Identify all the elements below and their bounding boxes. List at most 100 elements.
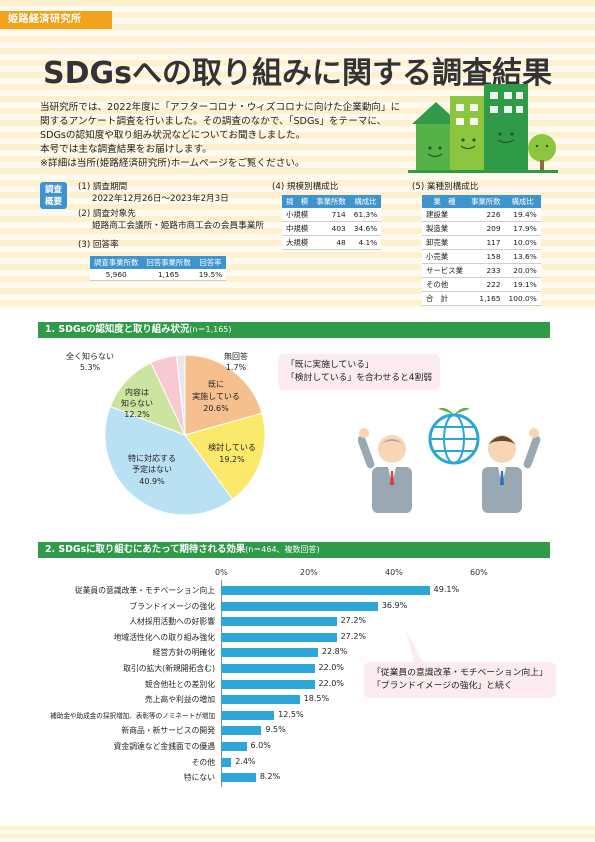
intro-line: 関するアンケート調査を行いました。その調査のなかで、「SDGs」をテーマに、: [40, 116, 387, 127]
callout-line: 「既に実施している」: [286, 360, 374, 370]
table-row: 小売業 158 13.6%: [422, 249, 541, 264]
callout-line: 「検討している」を合わせると4割弱: [286, 373, 433, 383]
bar-category-label: 地域活性化への取り組み強化: [113, 632, 215, 642]
table-cell: 10.0%: [504, 235, 541, 250]
axis-tick-label: 40%: [385, 568, 403, 577]
bar-value-label: 8.2%: [259, 772, 281, 782]
pie-label: 検討している: [208, 442, 256, 452]
table-cell: 小規模: [282, 208, 313, 222]
axis-tick-label: 0%: [215, 568, 228, 577]
bar: [221, 710, 275, 720]
table-cell: 100.0%: [504, 291, 541, 306]
axis-tick-label: 60%: [470, 568, 488, 577]
bar-value-label: 2.4%: [235, 756, 256, 766]
table-cell: 34.6%: [349, 221, 382, 236]
overview-industry: (5) 業種別構成比: [412, 181, 478, 193]
table-header: 事業所数: [312, 195, 350, 208]
pie-label: 全く知らない: [66, 352, 114, 361]
table-row: 中規模 403 34.6%: [282, 221, 382, 236]
intro-line: ※詳細は当所(姫路経済研究所)ホームページをご覧ください。: [40, 158, 305, 169]
bar-category-label: 資金調達など金銭面での優遇: [113, 742, 215, 751]
page-title: SDGsへの取り組みに関する調査結果: [43, 56, 552, 91]
section1-note: (n＝1,165): [189, 325, 232, 334]
bar-value-label: 12.5%: [278, 709, 304, 719]
bar-value-label: 9.5%: [265, 725, 286, 735]
table-cell: 大規模: [282, 235, 313, 250]
table-cell: 19.4%: [504, 208, 541, 222]
table-cell: 中規模: [282, 221, 313, 236]
table-row: サービス業 233 20.0%: [422, 263, 541, 278]
bar: [221, 632, 337, 642]
table-row: 合 計 1,165 100.0%: [422, 291, 541, 306]
table-row: 建設業 226 19.4%: [422, 208, 541, 222]
table-cell: 4.1%: [349, 235, 382, 250]
bar: [221, 586, 430, 595]
overview-response: (3) 回答率: [78, 239, 119, 251]
table-cell: 5,960: [90, 269, 143, 281]
pie-label: 既に: [208, 380, 224, 389]
bar-value-label: 18.5%: [303, 694, 330, 704]
bar-category-label: 特にない: [183, 773, 215, 783]
pie-outer-label-noanswer: 無回答 1.7%: [224, 351, 248, 373]
overview-badge-text: 調査概要: [44, 185, 62, 207]
table-row: その他 222 19.1%: [422, 277, 541, 292]
table-cell: 48: [312, 235, 350, 250]
pie-slice: [184, 412, 266, 500]
bar: [221, 648, 318, 658]
bar: [221, 757, 232, 767]
table-header: 回答率: [194, 256, 227, 269]
bar-value-label: 22.0%: [318, 678, 344, 688]
table-cell: 61.3%: [349, 208, 382, 222]
pie-label: 特に対応する: [128, 453, 176, 463]
pie-label: 予定はない: [132, 464, 172, 474]
bar-chart: 0% 20% 40% 60% 従業員の意識改革・モチベーション向上 49.1% ブランドイメ…: [0, 562, 595, 792]
section1-callout: 「既に実施している」 「検討している」を合わせると4割弱: [278, 354, 441, 390]
table-cell: 233: [466, 263, 505, 278]
table-cell: 17.9%: [504, 221, 541, 236]
table-cell: 合 計: [422, 291, 467, 306]
period-value: 2022年12月26日～2023年2月3日: [92, 194, 229, 204]
table-header: 回答事業所数: [142, 256, 195, 269]
table-cell: 1,165: [142, 269, 195, 281]
table-cell: 209: [466, 221, 505, 236]
table-cell: サービス業: [422, 263, 467, 278]
bar: [221, 601, 378, 611]
section1-header: 1. SDGsの認知度と取り組み状況(n＝1,165): [38, 322, 550, 338]
axis-tick-label: 20%: [300, 568, 318, 577]
table-row: 大規模 48 4.1%: [282, 235, 382, 250]
bar: [221, 726, 262, 736]
bar-value-label: 36.9%: [381, 600, 408, 610]
section1-title: 1. SDGsの認知度と取り組み状況: [45, 324, 190, 335]
callout-line: 「従業員の意識改革・モチベーション向上」: [372, 668, 548, 678]
period-heading: (1) 調査期間: [78, 182, 128, 192]
overview-badge: 調査概要: [40, 182, 67, 209]
bar-category-label: 経営方針の明確化: [152, 648, 215, 658]
bar: [221, 617, 337, 627]
pie-value-label: 40.9%: [139, 477, 165, 486]
pie-value-label: 12.2%: [124, 410, 150, 419]
buildings-illustration: [408, 84, 558, 173]
callout-pointer: [406, 630, 424, 664]
businessmen-globe-illustration: [358, 407, 541, 513]
pie-value-label: 19.2%: [219, 455, 245, 464]
table-cell: 403: [312, 221, 350, 236]
table-header: 業 種: [422, 195, 467, 208]
table-cell: 製造業: [422, 221, 467, 236]
table-row: 卸売業 117 10.0%: [422, 235, 541, 250]
bar-category-label: 補助金や助成金の採択増加、表彰等のノミネートが増加: [50, 711, 215, 720]
table-cell: 1,165: [466, 291, 505, 306]
response-table: 調査事業所数 回答事業所数 回答率 5,960 1,165 19.5%: [90, 256, 227, 281]
response-heading: (3) 回答率: [78, 240, 119, 250]
bar-value-label: 22.8%: [321, 647, 348, 657]
table-cell: 158: [466, 249, 505, 264]
table-cell: 小売業: [422, 249, 467, 264]
target-value: 姫路商工会議所・姫路市商工会の会員事業所: [92, 221, 264, 231]
footer-band: [0, 826, 595, 842]
section2-title: 2. SDGsに取り組むにあたって期待される効果: [45, 544, 246, 555]
bar-value-label: 22.0%: [318, 663, 344, 672]
table-header: 構成比: [504, 195, 541, 208]
bar-value-label: 27.2%: [340, 616, 367, 626]
bar-category-label: ブランドイメージの強化: [129, 601, 215, 611]
bar: [221, 695, 300, 705]
callout-line: 「ブランドイメージの強化」と続く: [372, 681, 513, 691]
